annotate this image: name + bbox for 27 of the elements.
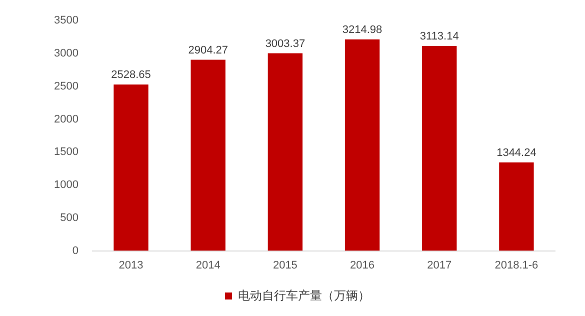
y-tick-label: 2500 [54, 80, 78, 92]
bar [190, 60, 226, 251]
x-tick-label: 2017 [427, 259, 452, 272]
bar [422, 46, 457, 251]
bar [499, 162, 534, 251]
y-tick-label: 2000 [54, 113, 78, 126]
y-tick-label: 1000 [54, 179, 78, 192]
x-tick-label: 2013 [118, 259, 144, 272]
y-tick-label: 3500 [54, 14, 78, 27]
data-label: 3003.37 [265, 38, 306, 50]
bar [114, 84, 148, 251]
x-tick-label: 2018.1-6 [494, 259, 538, 272]
data-label: 2904.27 [188, 44, 228, 56]
data-label: 1344.24 [496, 146, 536, 159]
bar [268, 53, 303, 251]
legend-label: 电动自行车产量（万辆） [238, 288, 370, 302]
x-tick-label: 2015 [272, 259, 298, 272]
data-label: 2528.65 [111, 69, 151, 82]
data-label: 3113.14 [420, 30, 459, 43]
y-tick-label: 500 [60, 212, 78, 224]
y-tick-label: 0 [72, 244, 78, 257]
x-tick-label: 2016 [350, 259, 375, 272]
bar [344, 39, 380, 251]
x-tick-label: 2014 [196, 259, 220, 272]
y-tick-label: 3000 [54, 48, 78, 60]
y-tick-label: 1500 [54, 146, 78, 158]
data-label: 3214.98 [342, 24, 382, 36]
